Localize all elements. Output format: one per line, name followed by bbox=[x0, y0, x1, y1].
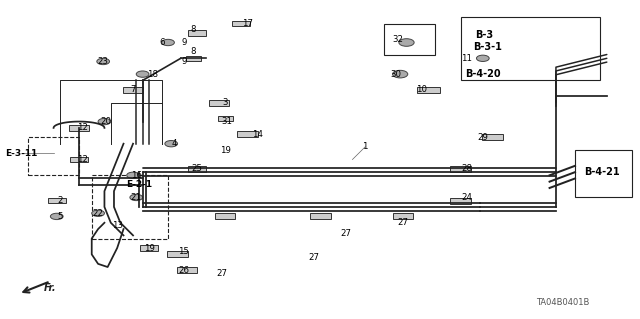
Text: 28: 28 bbox=[461, 165, 472, 174]
Bar bbox=[70, 157, 88, 162]
Text: 32: 32 bbox=[393, 35, 404, 44]
Bar bbox=[482, 134, 502, 140]
Circle shape bbox=[51, 213, 63, 219]
Text: E-3-11: E-3-11 bbox=[6, 149, 38, 158]
Text: Fr.: Fr. bbox=[44, 283, 57, 293]
Text: 10: 10 bbox=[415, 85, 427, 94]
Text: 1: 1 bbox=[362, 142, 368, 151]
Text: 30: 30 bbox=[390, 70, 401, 78]
Bar bbox=[237, 131, 258, 137]
Bar bbox=[218, 116, 233, 121]
Text: 27: 27 bbox=[340, 229, 351, 238]
Bar bbox=[186, 56, 201, 61]
Text: 25: 25 bbox=[191, 165, 202, 174]
Bar bbox=[209, 100, 229, 106]
Text: 24: 24 bbox=[461, 193, 472, 202]
Text: E-2-1: E-2-1 bbox=[126, 180, 152, 189]
Circle shape bbox=[130, 194, 143, 201]
Text: 8: 8 bbox=[191, 48, 196, 56]
Text: 26: 26 bbox=[179, 266, 189, 275]
Text: 11: 11 bbox=[461, 54, 472, 63]
Text: 5: 5 bbox=[57, 212, 63, 221]
Circle shape bbox=[476, 55, 489, 62]
Bar bbox=[232, 21, 250, 26]
Bar bbox=[384, 24, 435, 55]
Bar bbox=[188, 30, 205, 36]
Text: B-4-20: B-4-20 bbox=[465, 69, 500, 79]
Bar bbox=[48, 198, 66, 203]
Text: B-3-1: B-3-1 bbox=[474, 42, 502, 52]
Text: 22: 22 bbox=[93, 209, 104, 218]
Text: B-3: B-3 bbox=[475, 30, 493, 40]
Text: 21: 21 bbox=[131, 193, 141, 202]
Circle shape bbox=[392, 70, 408, 78]
Text: 29: 29 bbox=[477, 133, 488, 142]
Text: 27: 27 bbox=[398, 218, 409, 227]
Circle shape bbox=[127, 172, 140, 178]
Bar bbox=[28, 137, 79, 175]
Circle shape bbox=[162, 39, 174, 46]
Bar bbox=[417, 86, 440, 93]
Text: 19: 19 bbox=[143, 243, 154, 253]
Bar bbox=[140, 245, 158, 251]
Text: 12: 12 bbox=[77, 123, 88, 132]
Bar bbox=[123, 87, 143, 93]
Bar bbox=[177, 267, 197, 273]
Text: 31: 31 bbox=[221, 117, 233, 126]
Bar bbox=[575, 150, 632, 197]
Text: 14: 14 bbox=[252, 130, 262, 139]
Text: 12: 12 bbox=[77, 155, 88, 164]
Bar bbox=[310, 213, 331, 219]
Bar bbox=[69, 125, 89, 131]
Text: 4: 4 bbox=[172, 139, 177, 148]
Circle shape bbox=[165, 141, 177, 147]
Text: 6: 6 bbox=[159, 38, 164, 47]
Bar bbox=[461, 17, 600, 80]
Text: 23: 23 bbox=[97, 57, 108, 66]
Text: 9: 9 bbox=[181, 38, 187, 47]
Text: 8: 8 bbox=[191, 25, 196, 34]
Bar bbox=[168, 251, 188, 257]
Text: 17: 17 bbox=[242, 19, 253, 28]
Text: B-4-21: B-4-21 bbox=[584, 167, 620, 177]
Text: 27: 27 bbox=[308, 253, 320, 262]
Circle shape bbox=[97, 58, 109, 65]
Circle shape bbox=[399, 39, 414, 46]
Text: 15: 15 bbox=[179, 247, 189, 256]
Bar bbox=[188, 166, 205, 172]
Text: 20: 20 bbox=[101, 117, 112, 126]
Text: 16: 16 bbox=[131, 171, 141, 180]
Bar bbox=[215, 213, 236, 219]
Text: 18: 18 bbox=[147, 70, 157, 78]
Text: 19: 19 bbox=[220, 145, 230, 154]
Circle shape bbox=[98, 118, 111, 125]
Text: 13: 13 bbox=[111, 221, 123, 230]
Text: TA04B0401B: TA04B0401B bbox=[536, 298, 589, 307]
Bar bbox=[92, 175, 168, 239]
Text: 27: 27 bbox=[216, 269, 228, 278]
Circle shape bbox=[92, 210, 104, 216]
Text: 7: 7 bbox=[131, 85, 136, 94]
Text: 3: 3 bbox=[223, 98, 228, 107]
Bar bbox=[451, 166, 471, 172]
Text: 2: 2 bbox=[57, 196, 63, 205]
Bar bbox=[451, 197, 471, 204]
Text: 9: 9 bbox=[181, 57, 187, 66]
Bar bbox=[393, 213, 413, 219]
Circle shape bbox=[136, 71, 149, 77]
